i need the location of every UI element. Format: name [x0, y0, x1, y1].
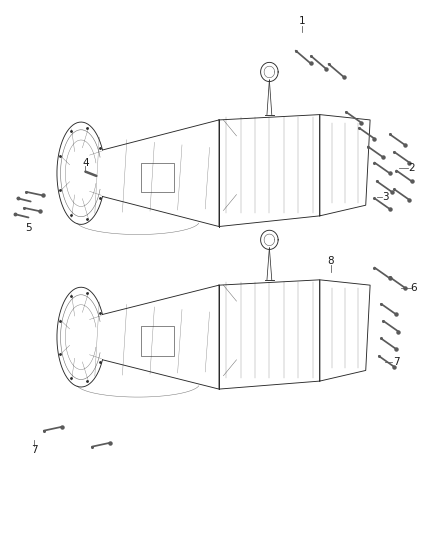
- Text: 8: 8: [327, 256, 334, 266]
- Text: 2: 2: [408, 163, 415, 173]
- Text: 7: 7: [31, 446, 38, 455]
- Bar: [141, 163, 173, 192]
- Text: 7: 7: [393, 358, 400, 367]
- Bar: [141, 326, 173, 356]
- Text: 1: 1: [299, 17, 306, 26]
- Text: 3: 3: [382, 192, 389, 202]
- Text: 4: 4: [82, 158, 89, 167]
- Text: 6: 6: [410, 283, 417, 293]
- Text: 5: 5: [25, 223, 32, 233]
